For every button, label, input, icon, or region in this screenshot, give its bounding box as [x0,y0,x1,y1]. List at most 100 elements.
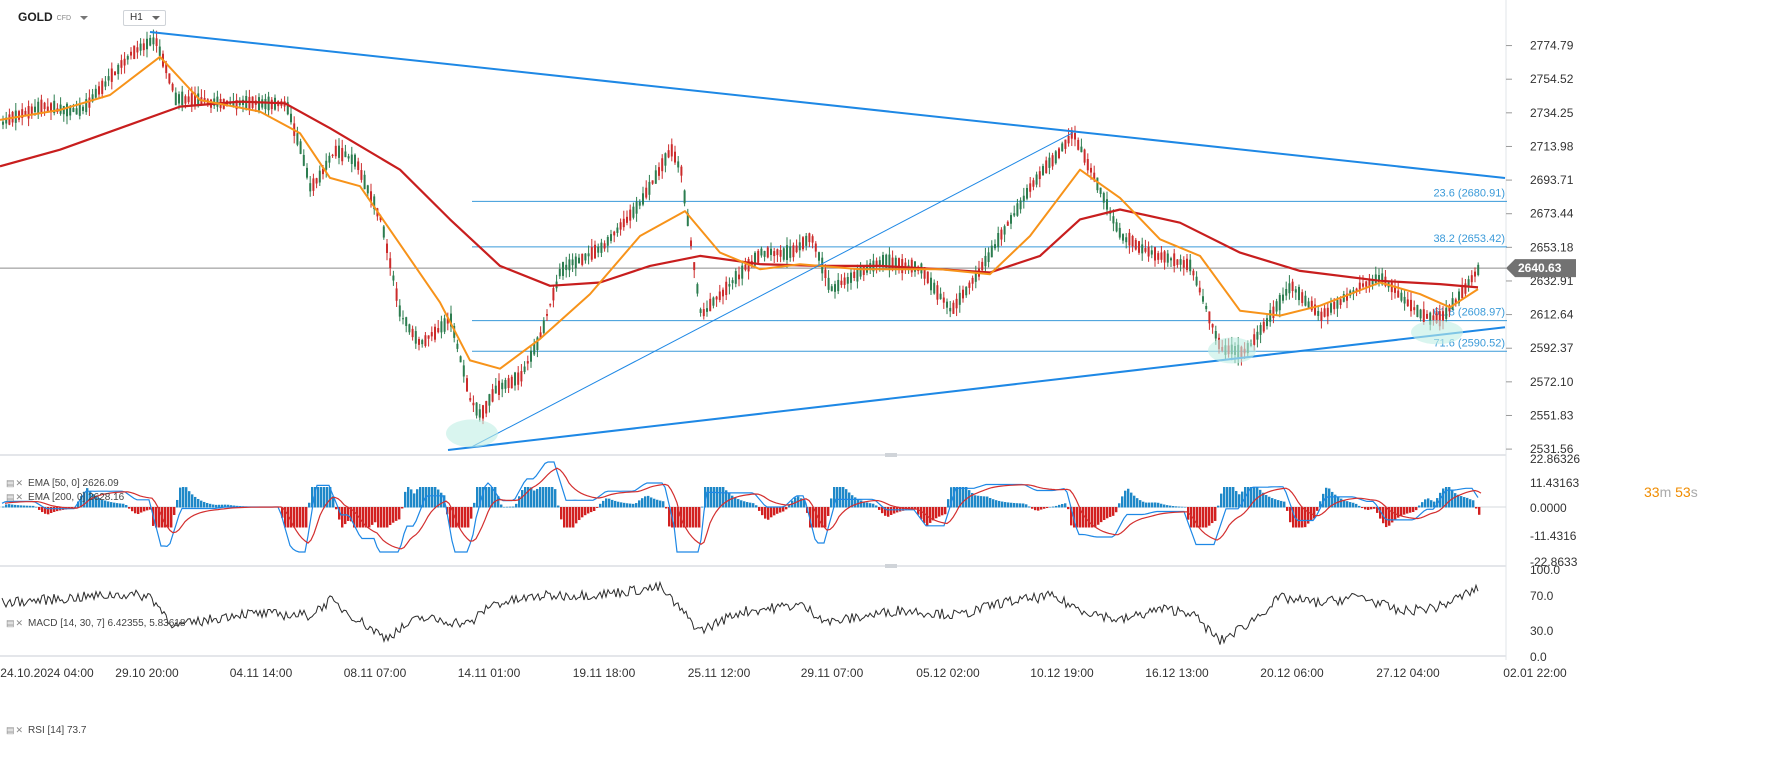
macd-histogram-bar [485,487,488,508]
symbol-header[interactable]: GOLD CFD [18,10,89,24]
macd-histogram-bar [683,507,686,528]
rsi-legend[interactable]: ▤✕ RSI [14] 73.7 [6,725,86,736]
macd-histogram-bar [1118,503,1121,508]
candle-body [379,216,382,221]
candle-body [923,267,926,279]
macd-histogram-bar [890,507,893,515]
candle-body [677,161,680,168]
fib-level-label: 23.6 (2680.91) [1433,187,1505,199]
macd-histogram-bar [1316,507,1319,511]
candle-body [782,248,785,260]
macd-histogram-bar [617,501,620,508]
candle-body [542,320,545,333]
candle-body [338,145,340,158]
macd-histogram-bar [653,498,656,508]
macd-legend[interactable]: ▤✕ MACD [14, 30, 7] 6.42355, 5.83618 [6,618,185,629]
candle-body [408,324,411,333]
macd-histogram-bar [128,507,131,509]
candle-body [811,236,814,243]
candles-group [2,29,1480,425]
macd-histogram-bar [587,507,590,514]
macd-histogram-bar [1022,503,1025,508]
candle-body [1416,304,1419,317]
candle-body [955,298,958,309]
candle-body [702,309,705,317]
x-tick-label: 16.12 13:00 [1145,666,1209,680]
macd-histogram-bar [110,502,113,508]
macd-histogram-bar [362,507,365,528]
macd-histogram-bar [1052,506,1055,508]
macd-histogram-bar [863,501,866,508]
macd-histogram-bar [1232,487,1235,508]
ema200-legend[interactable]: ▤✕ EMA [200, 0] 2628.16 [6,492,124,503]
highlight-ellipse [1411,320,1463,345]
settings-close-icon[interactable]: ▤✕ [6,725,25,735]
macd-histogram-bar [1442,488,1445,508]
macd-histogram-bar [491,487,494,508]
candle-body [795,245,798,253]
candle-body [526,361,529,364]
candle-body [258,97,260,111]
macd-histogram-bar [1151,502,1154,508]
candle-body [878,260,881,266]
settings-close-icon[interactable]: ▤✕ [6,618,25,628]
candle-body [1186,258,1188,270]
macd-histogram-bar [299,507,302,528]
macd-histogram-bar [113,502,116,508]
candle-body [997,232,1000,248]
candle-body [1176,259,1179,265]
candle-body [1131,236,1134,247]
candle-body [837,279,840,292]
macd-histogram-bar [1196,507,1199,528]
candle-body [850,272,852,283]
macd-histogram-bar [29,505,32,508]
macd-histogram-bar [1175,506,1178,508]
macd-histogram-bar [458,507,461,528]
macd-histogram-bar [563,507,566,528]
candle-body [1298,286,1300,301]
settings-close-icon[interactable]: ▤✕ [6,492,25,502]
candle-body [616,227,619,233]
macd-histogram-bar [290,507,293,528]
macd-histogram-bar [1091,507,1094,528]
settings-close-icon[interactable]: ▤✕ [6,478,25,488]
candle-body [1307,301,1310,308]
trend-line [447,326,1506,452]
macd-tick-label: -22.8633 [1530,555,1578,569]
macd-histogram-bar [401,507,404,509]
macd-histogram-bar [989,498,992,508]
x-tick-label: 05.12 02:00 [916,666,980,680]
macd-histogram-bar [677,507,680,528]
macd-histogram-bar [887,507,890,517]
timeframe-select[interactable]: H1 [123,10,166,26]
macd-histogram-bar [533,490,536,508]
candle-body [1266,318,1268,327]
macd-histogram-bar [650,497,653,508]
macd-histogram-bar [1163,504,1166,508]
macd-histogram-bar [140,507,143,513]
y-tick-label: 2572.10 [1530,375,1574,389]
candle-body [133,45,136,60]
macd-histogram-bar [86,488,89,508]
ema50-legend[interactable]: ▤✕ EMA [50, 0] 2626.09 [6,478,119,489]
macd-histogram-bar [992,499,995,508]
candle-body [1294,289,1297,293]
macd-histogram-bar [701,506,704,508]
y-tick-label: 2551.83 [1530,408,1574,422]
chevron-down-icon[interactable] [80,15,89,20]
macd-histogram-bar [620,502,623,508]
macd-histogram-bar [1235,491,1238,508]
macd-histogram-bar [923,507,926,524]
macd-histogram-bar [1355,503,1358,508]
candle-body [427,335,430,339]
macd-histogram-bar [1088,507,1091,528]
macd-histogram-bar [1259,489,1262,508]
macd-histogram-bar [605,498,608,508]
candle-body [1048,157,1051,168]
candle-body [1304,295,1307,306]
macd-histogram-bar [995,500,998,508]
candle-body [462,365,465,377]
candle-body [1262,321,1265,332]
candle-body [686,212,689,226]
